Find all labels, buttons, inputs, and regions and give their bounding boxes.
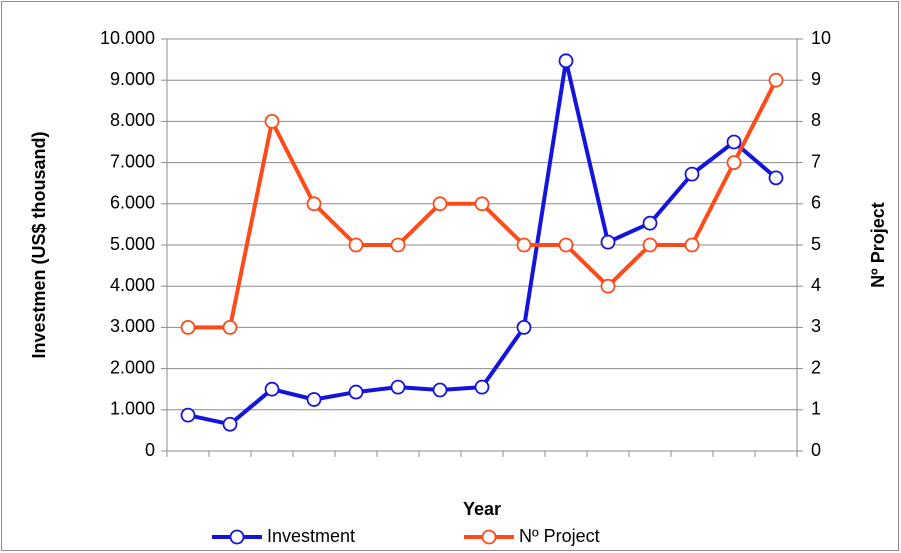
point-marker xyxy=(306,392,322,407)
y2-tick-label: 7 xyxy=(811,151,821,171)
y2-tick-label: 8 xyxy=(811,110,821,130)
point-marker xyxy=(600,278,616,294)
y-tick-label: 4.000 xyxy=(110,275,155,295)
point-marker xyxy=(390,379,406,395)
y2-tick-label: 1 xyxy=(811,399,821,419)
point-marker xyxy=(600,234,616,250)
y-tick-label: 2.000 xyxy=(110,357,155,377)
y-tick-label: 9.000 xyxy=(110,69,155,89)
legend-label: Nº Project xyxy=(519,526,600,546)
point-marker xyxy=(348,384,364,400)
legend-marker xyxy=(481,529,497,545)
x-axis-title: Year xyxy=(463,499,501,519)
y-tick-label: 8.000 xyxy=(110,110,155,130)
point-marker xyxy=(222,416,238,432)
point-marker xyxy=(726,155,742,171)
y-axis-title: Investmen (US$ thousand) xyxy=(29,131,49,358)
legend-marker xyxy=(229,529,245,545)
legend-label: Investment xyxy=(267,526,355,546)
y2-tick-label: 2 xyxy=(811,357,821,377)
point-marker xyxy=(684,237,700,253)
y2-tick-label: 10 xyxy=(811,28,831,48)
point-marker xyxy=(180,319,196,335)
point-marker xyxy=(642,237,658,253)
point-marker xyxy=(432,196,448,212)
y-tick-label: 10.000 xyxy=(100,28,155,48)
point-marker xyxy=(516,237,532,253)
point-marker xyxy=(726,134,742,150)
point-marker xyxy=(390,237,406,253)
point-marker xyxy=(768,72,784,88)
y-tick-label: 1.000 xyxy=(110,399,155,419)
y2-tick-label: 5 xyxy=(811,234,821,254)
y2-tick-label: 4 xyxy=(811,275,821,295)
y-tick-label: 6.000 xyxy=(110,193,155,213)
point-marker xyxy=(684,166,700,182)
y-tick-label: 3.000 xyxy=(110,316,155,336)
y2-tick-label: 6 xyxy=(811,193,821,213)
point-marker xyxy=(264,114,280,129)
point-marker xyxy=(516,319,532,335)
point-marker xyxy=(432,382,448,398)
point-marker xyxy=(558,237,574,253)
point-marker xyxy=(264,381,280,397)
point-marker xyxy=(642,215,658,231)
point-marker xyxy=(474,379,490,395)
y-tick-label: 5.000 xyxy=(110,234,155,254)
y2-tick-label: 0 xyxy=(811,440,821,460)
point-marker xyxy=(348,237,364,253)
point-marker xyxy=(306,196,322,212)
point-marker xyxy=(474,196,490,212)
y-tick-label: 7.000 xyxy=(110,151,155,171)
y2-tick-label: 3 xyxy=(811,316,821,336)
point-marker xyxy=(768,170,784,186)
y-tick-label: 0 xyxy=(145,440,155,460)
point-marker xyxy=(558,53,574,69)
y2-axis-title: Nº Project xyxy=(868,202,888,288)
point-marker xyxy=(180,407,196,423)
point-marker xyxy=(222,319,238,335)
y2-tick-label: 9 xyxy=(811,69,821,89)
